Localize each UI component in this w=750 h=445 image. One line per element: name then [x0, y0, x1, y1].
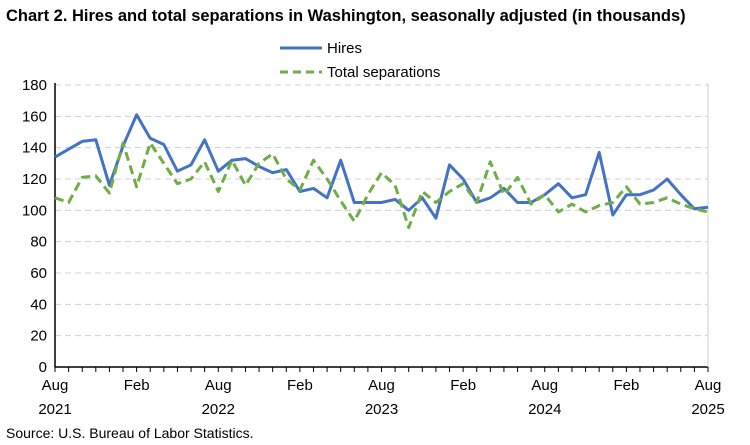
x-tick-label-month: Aug	[205, 377, 232, 394]
y-tick-label: 80	[30, 234, 47, 251]
x-tick-label-month: Feb	[287, 377, 313, 394]
series-line-total-separations	[54, 141, 709, 230]
x-tick-label-year: 2022	[202, 401, 235, 418]
chart-title: Chart 2. Hires and total separations in …	[6, 7, 686, 25]
x-tick-label-year: 2023	[365, 401, 398, 418]
x-tick-label-year: 2024	[528, 401, 561, 418]
y-tick-label: 140	[22, 140, 47, 157]
y-tick-label: 180	[22, 77, 47, 94]
x-tick-label-month: Aug	[695, 377, 722, 394]
y-tick-label: 120	[22, 171, 47, 188]
y-tick-label: 0	[39, 359, 47, 376]
x-tick-label-month: Feb	[613, 377, 639, 394]
series-line-hires	[54, 113, 709, 220]
y-tick-label: 40	[30, 296, 47, 313]
y-tick-label: 20	[30, 328, 47, 345]
x-tick-label-month: Feb	[124, 377, 150, 394]
source-note: Source: U.S. Bureau of Labor Statistics.	[6, 425, 254, 441]
x-tick-label-month: Aug	[42, 377, 69, 394]
x-tick-label-year: 2025	[691, 401, 724, 418]
y-tick-label: 100	[22, 202, 47, 219]
x-tick-label-month: Aug	[368, 377, 395, 394]
y-tick-label: 60	[30, 265, 47, 282]
x-tick-label-year: 2021	[38, 401, 71, 418]
y-tick-label: 160	[22, 108, 47, 125]
x-tick-label-month: Aug	[531, 377, 558, 394]
legend-label: Hires	[327, 40, 362, 57]
x-tick-label-month: Feb	[450, 377, 476, 394]
legend-label: Total separations	[327, 64, 440, 81]
